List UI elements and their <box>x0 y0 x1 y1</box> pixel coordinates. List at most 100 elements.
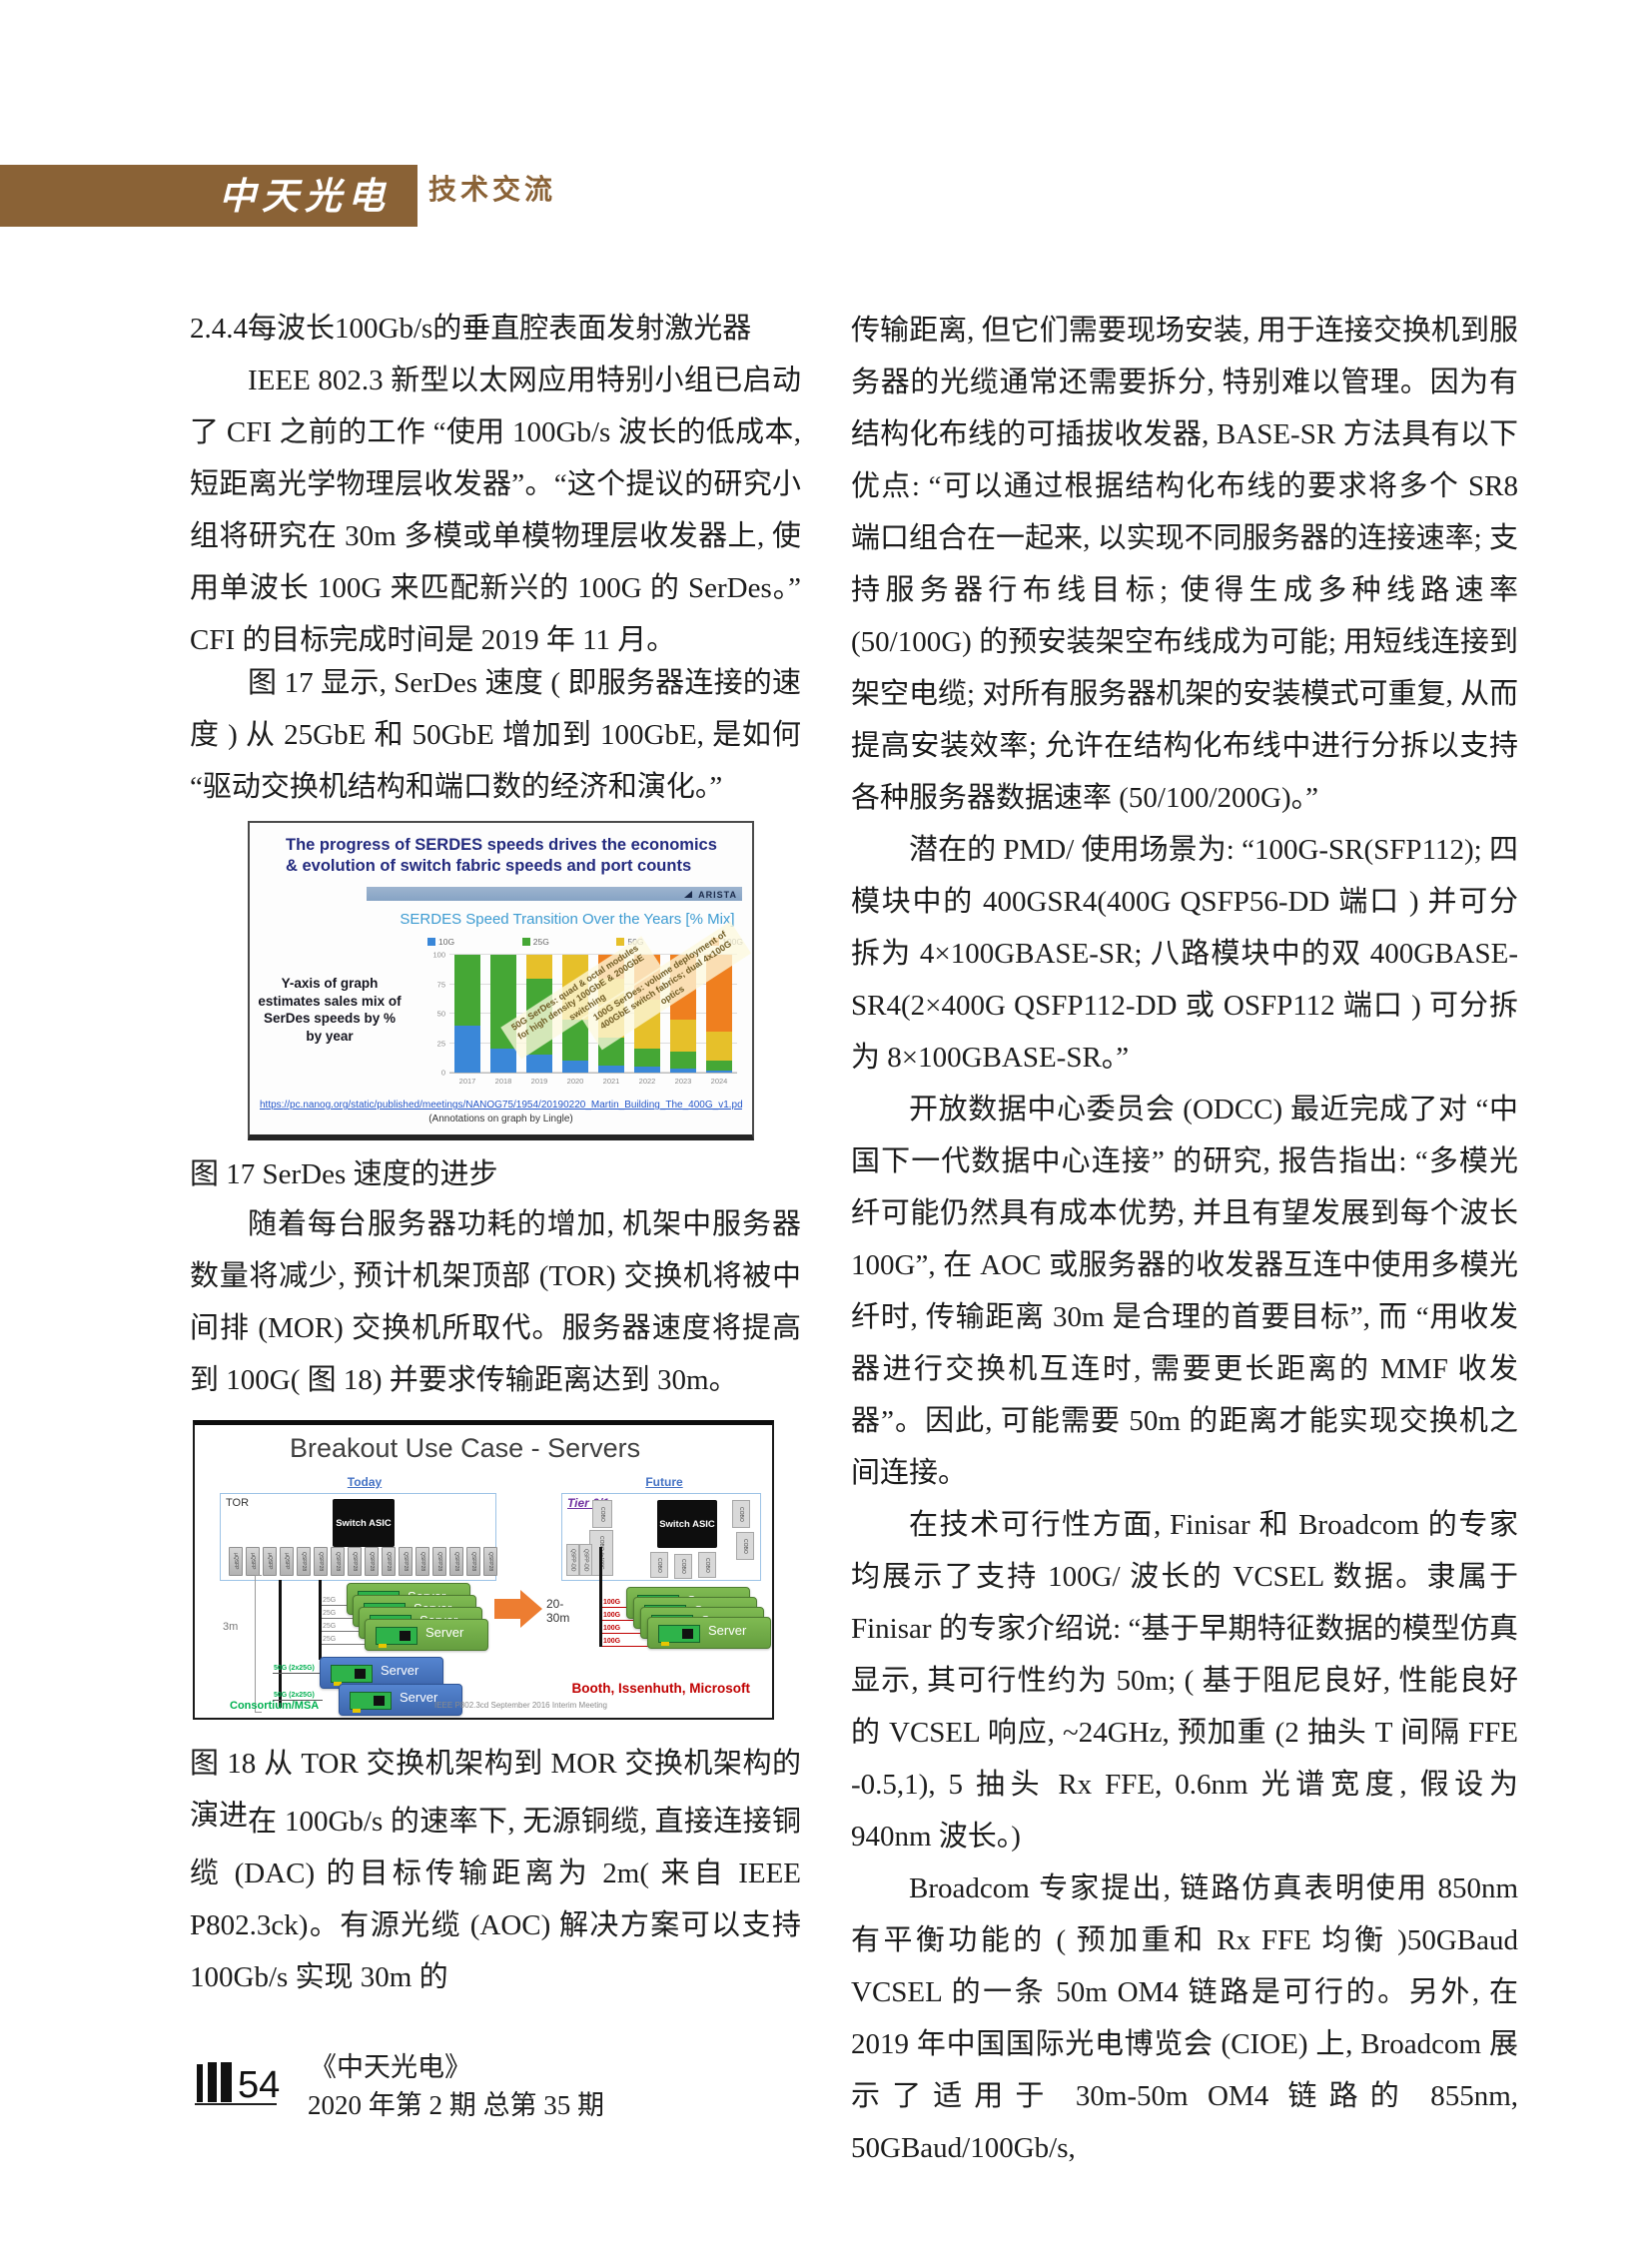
cobo-module-label: COBO <box>742 1538 748 1554</box>
qsfp-dd-module: QSFP-DD <box>566 1544 579 1576</box>
port-module-label: QSFP28 <box>318 1551 324 1572</box>
port-module: QSFP28 <box>331 1547 345 1576</box>
port-module-label: QSFP28 <box>386 1551 392 1572</box>
bar-segment-10G <box>634 1067 660 1073</box>
footer-journal-name: 《中天光电》 <box>310 2052 471 2082</box>
cobo-module-label: COBO <box>738 1506 744 1522</box>
x-tick-label: 2018 <box>494 1077 512 1086</box>
distance-bracket <box>255 1575 262 1713</box>
port-module-label: QSFP28 <box>369 1551 375 1572</box>
legend-swatch <box>616 938 625 946</box>
server-label: Server <box>708 1623 747 1638</box>
x-tick-label: 2024 <box>710 1077 728 1086</box>
link-line: 100G <box>602 1621 652 1634</box>
link-label: 50G (2x25G) <box>274 1665 315 1672</box>
cobo-module: COBO <box>650 1552 668 1578</box>
consortium-label: Consortium/MSA <box>230 1700 320 1712</box>
port-module-label: QSFP28 <box>436 1551 442 1572</box>
paragraph-fig17-intro: 图 17 显示, SerDes 速度 ( 即服务器连接的速度 ) 从 25GbE… <box>190 667 801 803</box>
paragraph-broadcom: Broadcom 专家提出, 链路仿真表明使用 850nm 有平衡功能的 ( 预… <box>851 1872 1518 2164</box>
chart-title: SERDES Speed Transition Over the Years [… <box>400 911 735 928</box>
port-module-label: QSFP28 <box>403 1551 409 1572</box>
gridline <box>449 954 737 955</box>
y-tick-label: 0 <box>440 1068 445 1078</box>
link-line: 25G <box>322 1632 406 1645</box>
cobo-module: COBO <box>736 1532 754 1560</box>
arista-brand-bar: ARISTA <box>367 887 742 901</box>
port-module: QSFP28 <box>348 1547 362 1576</box>
gridline <box>449 1042 737 1044</box>
port-module: QSFP28 <box>466 1547 480 1576</box>
right-column: 传输距离, 但它们需要现场安装, 用于连接交换机到服务器的光缆通常还需要拆分, … <box>851 305 1518 2174</box>
nic-card-icon <box>658 1625 700 1646</box>
paragraph-base-sr: 传输距离, 但它们需要现场安装, 用于连接交换机到服务器的光缆通常还需要拆分, … <box>851 315 1518 814</box>
figure18-credit: Booth, Issenhuth, Microsoft <box>571 1681 751 1696</box>
port-module-label: QSFP28 <box>335 1551 341 1572</box>
y-tick-label: 50 <box>436 1009 445 1019</box>
legend-label: 25G <box>532 937 549 947</box>
legend-item: 10G <box>427 937 454 947</box>
y-tick-label: 100 <box>432 950 445 960</box>
port-module: μQSFP <box>246 1547 260 1576</box>
cobo-module: COBO <box>698 1552 716 1578</box>
nic-card-icon <box>350 1692 392 1713</box>
footer-bars-icon <box>221 2062 232 2102</box>
tor-port-row: μQSFP μQSFP μQSFP μQSFP QSFP28 QSFP28 QSFP28 QS… <box>229 1547 497 1576</box>
annotation-credit: (Annotations on graph by Lingle) <box>428 1114 573 1124</box>
bar-segment-50G <box>670 1019 696 1052</box>
tor-switch-box: TOR Switch ASIC μQSFP μQSFP μQSFP μQSFP QSFP… <box>220 1493 497 1581</box>
transition-arrow-icon <box>494 1590 542 1628</box>
link-label: 100G <box>603 1625 621 1632</box>
server-box: Server <box>365 1619 488 1651</box>
port-module: QSFP28 <box>483 1547 497 1576</box>
footer-page-mark: 54 <box>197 2060 281 2106</box>
cable-trunk-line <box>279 1580 282 1708</box>
figure17-title: The progress of SERDES speeds drives the… <box>286 836 717 875</box>
switch-asic-label: Switch ASIC <box>336 1517 392 1529</box>
cobo-module-label: COBO <box>704 1557 710 1573</box>
ieee-meeting-note: IEEE P802.3cd September 2016 Interim Mee… <box>434 1701 607 1710</box>
x-tick-label: 2017 <box>458 1077 476 1086</box>
footer-bars-icon <box>208 2062 217 2102</box>
legend-swatch <box>521 938 530 946</box>
chart-side-note: Y-axis of graph estimates sales mix of S… <box>258 976 402 1044</box>
qsfp-dd-module: QSFP-DD <box>579 1544 592 1576</box>
server-box: Server <box>339 1684 462 1716</box>
tor-label: TOR <box>226 1497 250 1509</box>
port-module-label: QSFP28 <box>453 1551 459 1572</box>
link-line: 100G <box>602 1634 652 1647</box>
bar-segment-25G <box>706 1061 732 1071</box>
port-module: QSFP28 <box>314 1547 328 1576</box>
port-module-label: QSFP28 <box>419 1551 425 1572</box>
x-tick-label: 2019 <box>530 1077 548 1086</box>
bar-segment-10G <box>706 1070 732 1073</box>
port-module: QSFP28 <box>297 1547 311 1576</box>
switch-asic-label: Switch ASIC <box>659 1518 715 1530</box>
page-number: 54 <box>238 2064 281 2106</box>
bar-segment-10G <box>526 1055 552 1073</box>
source-url-link[interactable]: https://pc.nanog.org/static/published/me… <box>260 1100 742 1111</box>
figure18-caption: 图 18 从 TOR 交换机架构到 MOR 交换机架构的演进 <box>190 1748 801 1832</box>
link-line: 50G (2x25G) <box>273 1661 323 1674</box>
figure17-caption: 图 17 SerDes 速度的进步 <box>190 1158 498 1190</box>
port-module-label: μQSFP <box>267 1553 273 1570</box>
section-tab-label: 技术交流 <box>427 174 556 205</box>
today-label: Today <box>347 1475 383 1489</box>
qsfp-dd-label: QSFP-DD <box>569 1548 576 1572</box>
cobo-module-label: COBO <box>599 1506 605 1522</box>
journal-logo: 中天光电 <box>219 174 391 218</box>
switch-asic: Switch ASIC <box>333 1499 395 1547</box>
port-module-label: QSFP28 <box>470 1551 476 1572</box>
x-tick-label: 2020 <box>566 1077 584 1086</box>
y-tick-label: 25 <box>436 1039 445 1048</box>
cobo-module: COBO <box>592 1500 612 1528</box>
bar-2018: 2018 <box>490 955 516 1086</box>
x-tick-label: 2021 <box>602 1077 620 1086</box>
port-module-label: μQSFP <box>284 1553 290 1570</box>
arista-logo-icon <box>683 891 692 898</box>
gridline <box>449 1072 737 1073</box>
y-tick-label: 75 <box>436 980 445 989</box>
arista-brand-label: ARISTA <box>698 890 737 900</box>
cable-trunk-line <box>599 1547 602 1647</box>
future-label: Future <box>645 1475 683 1489</box>
